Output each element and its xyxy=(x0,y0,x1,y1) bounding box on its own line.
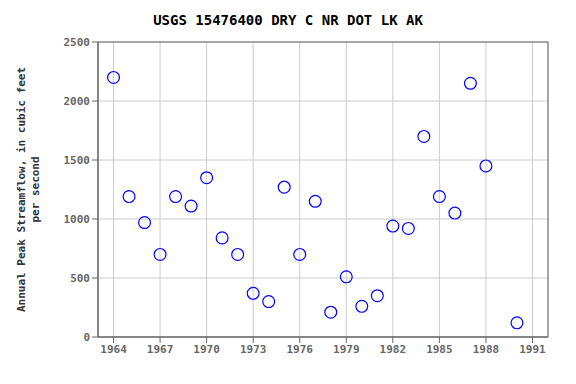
svg-text:1973: 1973 xyxy=(240,343,267,356)
svg-text:1976: 1976 xyxy=(286,343,313,356)
svg-text:1991: 1991 xyxy=(519,343,546,356)
svg-text:2500: 2500 xyxy=(64,36,91,49)
svg-text:1979: 1979 xyxy=(333,343,360,356)
svg-text:1988: 1988 xyxy=(473,343,500,356)
svg-text:1964: 1964 xyxy=(100,343,127,356)
html-text:USGS 15476400 DRY C NR DOT LK: USGS 15476400 DRY C NR DOT LK AK xyxy=(153,12,423,28)
svg-text:0: 0 xyxy=(83,331,90,344)
svg-text:Annual Peak Streamflow, in cub: Annual Peak Streamflow, in cubic feetper… xyxy=(15,67,42,312)
svg-text:1500: 1500 xyxy=(64,154,91,167)
svg-text:1000: 1000 xyxy=(64,213,91,226)
svg-text:1982: 1982 xyxy=(380,343,407,356)
svg-text:1970: 1970 xyxy=(193,343,220,356)
svg-text:2000: 2000 xyxy=(64,95,91,108)
svg-text:1985: 1985 xyxy=(426,343,453,356)
svg-text:1967: 1967 xyxy=(147,343,174,356)
svg-text:500: 500 xyxy=(70,272,90,285)
